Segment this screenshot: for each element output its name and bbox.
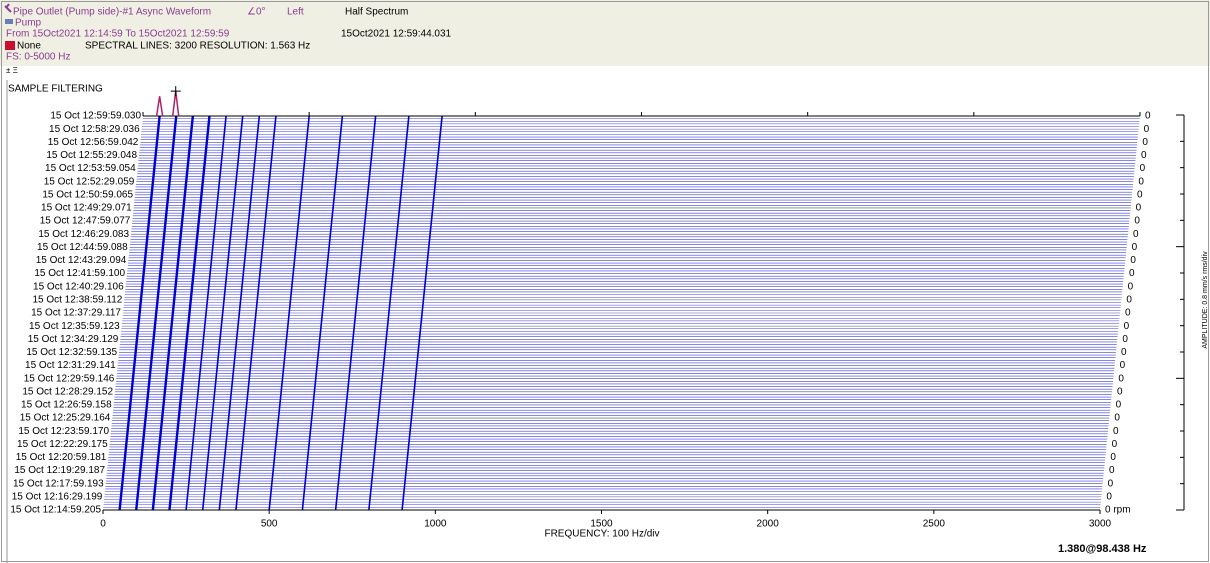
settings: SPECTRAL LINES: 3200 RESOLUTION: 1.563 H… — [85, 41, 310, 52]
speed-label: 0 — [1141, 150, 1147, 161]
speed-label: 0 — [1121, 347, 1127, 358]
speed-label: 0 — [1136, 203, 1142, 214]
speed-label: 0 — [1133, 229, 1139, 240]
row-label: 15 Oct 12:26:59.158 — [21, 400, 112, 411]
y2-axis-label: AMPLITUDE: 0.8 mm/s rms/div — [1202, 251, 1209, 349]
x-tick-label: 1500 — [590, 519, 613, 530]
range: From 15Oct2021 12:14:59 To 15Oct2021 12:… — [6, 29, 230, 40]
fs: FS: 0-5000 Hz — [6, 52, 70, 63]
row-label: 15 Oct 12:47:59.077 — [40, 216, 131, 227]
icon — [5, 19, 13, 24]
x-tick-label: 1000 — [424, 519, 447, 530]
mode: Half Spectrum — [345, 7, 408, 18]
speed-label: 0 — [1126, 295, 1132, 306]
row-label: 15 Oct 12:46:29.083 — [38, 229, 129, 240]
speed-label: 0 — [1140, 163, 1146, 174]
speed-label: 0 — [1113, 426, 1119, 437]
x-tick-label: 2000 — [757, 519, 780, 530]
x-tick-label: 500 — [261, 519, 278, 530]
speed-label: 0 — [1109, 465, 1115, 476]
row-label: 15 Oct 12:58:29.036 — [49, 124, 140, 135]
row-label: 15 Oct 12:52:29.059 — [44, 176, 135, 187]
row-label: 15 Oct 12:34:29.129 — [28, 334, 119, 345]
row-label: 15 Oct 12:19:29.187 — [14, 465, 105, 476]
speed-label: 0 — [1144, 124, 1150, 135]
row-label: 15 Oct 12:16:29.199 — [12, 492, 103, 503]
row-label: 15 Oct 12:38:59.112 — [32, 295, 122, 306]
x-axis-label: FREQUENCY: 100 Hz/div — [544, 529, 659, 540]
source: Pipe Outlet (Pump side)-#1 Async Wavefor… — [13, 7, 211, 18]
speed-label: 0 — [1134, 216, 1140, 227]
icon — [5, 41, 15, 50]
row-label: 15 Oct 12:37:29.117 — [31, 308, 121, 319]
side: Left — [287, 7, 304, 18]
window: None — [17, 41, 41, 52]
row-label: 15 Oct 12:43:29.094 — [36, 255, 127, 266]
speed-label: 0 — [1130, 255, 1136, 266]
speed-label: 0 — [1145, 111, 1151, 122]
row-label: 15 Oct 12:56:59.042 — [48, 137, 139, 148]
speed-label: 0 — [1108, 478, 1114, 489]
x-tick-label: 3000 — [1089, 519, 1112, 530]
speed-label: 0 — [1137, 189, 1143, 200]
speed-label: 0 — [1129, 268, 1135, 279]
cursor — [171, 86, 181, 96]
row-label: 15 Oct 12:55:29.048 — [46, 150, 137, 161]
speed-label: 0 — [1110, 452, 1116, 463]
cursor-readout: 1.380@98.438 Hz — [1058, 543, 1147, 555]
speed-label: 0 — [1114, 413, 1120, 424]
speed-label: 0 — [1124, 321, 1130, 332]
speed-label: 0 rpm — [1105, 505, 1131, 516]
chart-title: SAMPLE FILTERING — [8, 84, 103, 95]
row-label: 15 Oct 12:44:59.088 — [37, 242, 128, 253]
screen: Pipe Outlet (Pump side)-#1 Async Wavefor… — [0, 0, 1210, 563]
peak — [157, 96, 163, 116]
x-tick-label: 0 — [100, 519, 106, 530]
speed-label: 0 — [1132, 242, 1138, 253]
row-label: 15 Oct 12:49:29.071 — [41, 203, 132, 214]
speed-label: 0 — [1117, 386, 1123, 397]
amplitude-scale — [1176, 115, 1184, 510]
row-label: 15 Oct 12:20:59.181 — [16, 452, 107, 463]
row-label: 15 Oct 12:25:29.164 — [20, 413, 111, 424]
timestamp: 15Oct2021 12:59:44.031 — [341, 29, 452, 40]
machine: Pump — [15, 18, 42, 29]
angle: ∠0° — [247, 7, 266, 18]
speed-label: 0 — [1116, 400, 1122, 411]
row-label: 15 Oct 12:28:29.152 — [22, 386, 113, 397]
icon: ± Ξ — [6, 66, 18, 75]
row-label: 15 Oct 12:41:59.100 — [34, 268, 125, 279]
row-label: 15 Oct 12:50:59.065 — [42, 189, 133, 200]
speed-label: 0 — [1106, 492, 1112, 503]
speed-label: 0 — [1125, 308, 1131, 319]
row-label: 15 Oct 12:32:59.135 — [26, 347, 117, 358]
row-label: 15 Oct 12:29:59.146 — [24, 373, 115, 384]
row-label: 15 Oct 12:40:29.106 — [33, 281, 124, 292]
row-label: 15 Oct 12:31:29.141 — [25, 360, 116, 371]
row-label: 15 Oct 12:22:29.175 — [17, 439, 108, 450]
speed-label: 0 — [1142, 137, 1148, 148]
x-tick-label: 2500 — [923, 519, 946, 530]
speed-label: 0 — [1118, 373, 1124, 384]
row-label: 15 Oct 12:35:59.123 — [29, 321, 120, 332]
row-label: 15 Oct 12:59:59.030 — [50, 111, 141, 122]
speed-label: 0 — [1120, 360, 1126, 371]
speed-label: 0 — [1128, 281, 1134, 292]
row-label: 15 Oct 12:14:59.205 — [10, 505, 101, 516]
row-label: 15 Oct 12:17:59.193 — [13, 478, 104, 489]
speed-label: 0 — [1138, 176, 1144, 187]
page: Pipe Outlet (Pump side)-#1 Async Wavefor… — [0, 0, 1210, 563]
speed-label: 0 — [1112, 439, 1118, 450]
row-label: 15 Oct 12:23:59.170 — [18, 426, 109, 437]
speed-label: 0 — [1122, 334, 1128, 345]
row-label: 15 Oct 12:53:59.054 — [45, 163, 136, 174]
